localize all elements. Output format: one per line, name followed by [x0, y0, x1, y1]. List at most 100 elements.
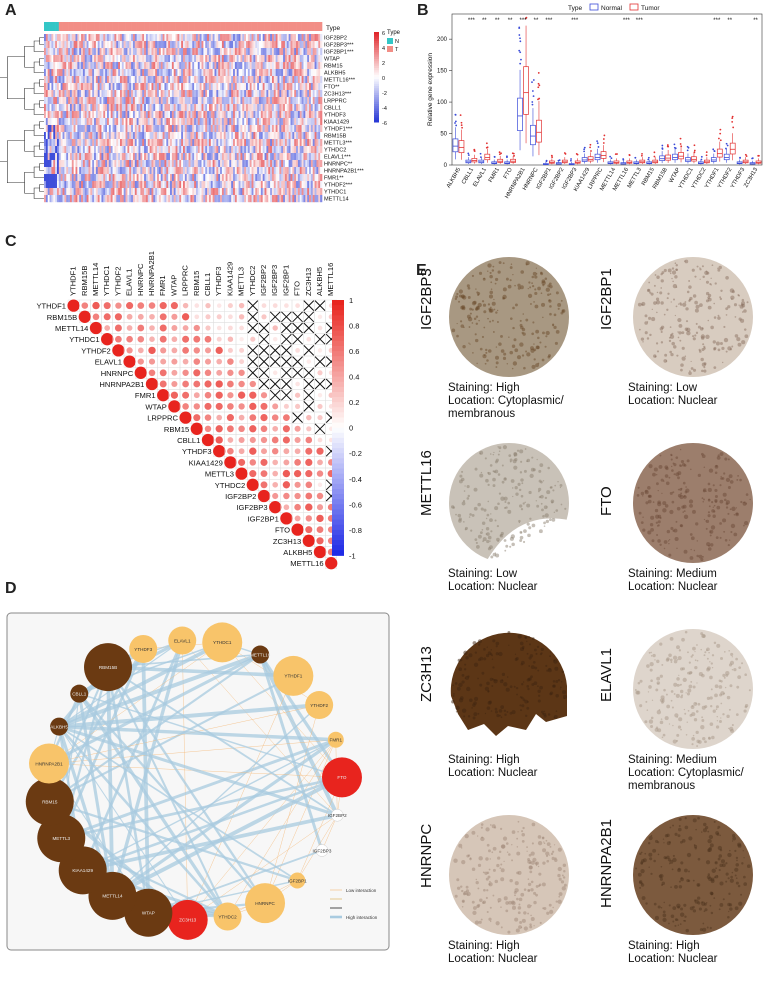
scale-cell — [332, 494, 344, 500]
scale-tick: -0.2 — [349, 449, 362, 458]
heatmap-cell — [157, 174, 159, 181]
heatmap-cell — [309, 160, 311, 167]
heatmap-cell — [137, 118, 139, 125]
box-outlier — [628, 154, 630, 156]
heatmap-cell — [107, 167, 109, 174]
type-cell — [305, 22, 307, 31]
heatmap-cell — [227, 76, 229, 83]
heatmap-cell — [231, 90, 233, 97]
heatmap-cell — [207, 195, 209, 202]
significance-mark: ** — [508, 18, 513, 24]
heatmap-cell — [177, 48, 179, 55]
heatmap-cell — [129, 188, 131, 195]
heatmap-cell — [66, 55, 68, 62]
heatmap-cell — [64, 125, 66, 132]
heatmap-cell — [298, 167, 300, 174]
heatmap-cell — [85, 146, 87, 153]
heatmap-cell — [159, 76, 161, 83]
heatmap-cell — [61, 118, 63, 125]
heatmap-cell — [196, 34, 198, 41]
heatmap-cell — [320, 104, 322, 111]
corr-circle — [317, 460, 323, 466]
heatmap-cell — [303, 41, 305, 48]
heatmap-cell — [157, 146, 159, 153]
heatmap-cell — [266, 181, 268, 188]
heatmap-cell — [237, 55, 239, 62]
corr-diagonal — [224, 456, 236, 468]
legend-type-title: Type — [387, 30, 400, 36]
heatmap-cell — [50, 111, 52, 118]
heatmap-cell — [242, 41, 244, 48]
heatmap-cell — [140, 55, 142, 62]
heatmap-cell — [224, 41, 226, 48]
heatmap-cell — [313, 132, 315, 139]
type-cell — [274, 22, 276, 31]
heatmap-cell — [137, 174, 139, 181]
heatmap-cell — [50, 76, 52, 83]
scale-cell — [332, 499, 344, 505]
heatmap-cell — [242, 188, 244, 195]
heatmap-cell — [220, 104, 222, 111]
heatmap-cell — [161, 160, 163, 167]
heatmap-cell — [55, 55, 57, 62]
heatmap-cell — [190, 90, 192, 97]
heatmap-cell — [105, 139, 107, 146]
heatmap-cell — [303, 167, 305, 174]
heatmap-cell — [309, 34, 311, 41]
heatmap-cell — [244, 174, 246, 181]
heatmap-cell — [170, 188, 172, 195]
heatmap-cell — [157, 69, 159, 76]
heatmap-cell — [278, 97, 280, 104]
corr-circle — [239, 359, 244, 364]
heatmap-cell — [198, 146, 200, 153]
heatmap-cell — [209, 55, 211, 62]
corr-circle — [227, 448, 234, 455]
type-cell — [103, 22, 105, 31]
heatmap-cell — [168, 118, 170, 125]
heatmap-cell — [105, 118, 107, 125]
heatmap-cell — [281, 90, 283, 97]
box-body — [601, 152, 606, 159]
heatmap-cell — [107, 34, 109, 41]
heatmap-cell — [263, 195, 265, 202]
heatmap-cell — [101, 41, 103, 48]
heatmap-cell — [113, 104, 115, 111]
heatmap-cell — [142, 41, 144, 48]
heatmap-cell — [240, 181, 242, 188]
heatmap-cell — [283, 76, 285, 83]
heatmap-cell — [309, 90, 311, 97]
type-cell — [222, 22, 224, 31]
heatmap-cell — [311, 174, 313, 181]
heatmap-cell — [227, 34, 229, 41]
heatmap-cell — [265, 62, 267, 69]
heatmap-cell — [81, 181, 83, 188]
heatmap-cell — [300, 153, 302, 160]
type-cell — [174, 22, 176, 31]
heatmap-cell — [253, 48, 255, 55]
heatmap-cell — [242, 125, 244, 132]
heatmap-cell — [309, 118, 311, 125]
heatmap-cell — [289, 139, 291, 146]
heatmap-cell — [109, 125, 111, 132]
heatmap-cell — [105, 55, 107, 62]
heatmap-cell — [281, 97, 283, 104]
heatmap-cell — [318, 160, 320, 167]
heatmap-cell — [307, 90, 309, 97]
heatmap-cell — [227, 62, 229, 69]
heatmap-cell — [215, 118, 217, 125]
heatmap-cell — [198, 160, 200, 167]
heatmap-cell — [59, 76, 61, 83]
heatmap-cell — [139, 104, 141, 111]
heatmap-cell — [261, 111, 263, 118]
heatmap-cell — [257, 153, 259, 160]
heatmap-cell — [68, 167, 70, 174]
type-cell — [278, 22, 280, 31]
heatmap-cell — [146, 139, 148, 146]
heatmap-cell — [253, 181, 255, 188]
heatmap-cell — [77, 195, 79, 202]
heatmap-cell — [46, 76, 48, 83]
heatmap-cell — [300, 83, 302, 90]
heatmap-cell — [250, 195, 252, 202]
box-outlier — [712, 148, 714, 150]
heatmap-cell — [316, 48, 318, 55]
